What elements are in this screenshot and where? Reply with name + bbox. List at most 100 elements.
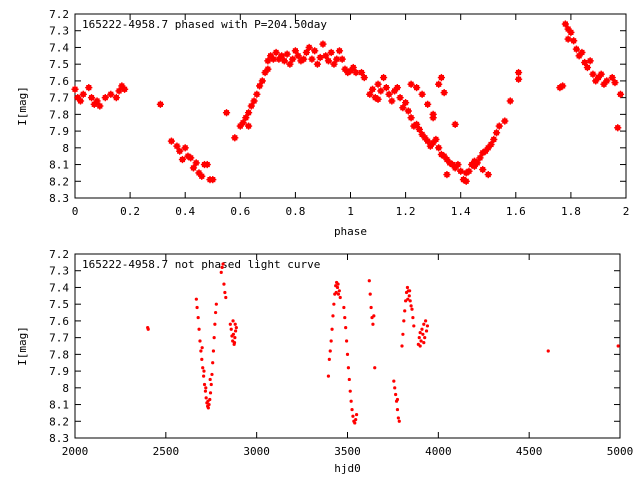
- data-point: [371, 322, 375, 326]
- x-tick-label: 0.4: [175, 205, 195, 218]
- data-point: [192, 159, 200, 167]
- data-point: [229, 327, 233, 331]
- phased-light-curve-panel: 0 0.2 0.4 0.6 0.8 1 1.2 1.4 1.6 1.8 2 7.2 7.3 7.4 7.5 7…: [16, 8, 629, 238]
- data-point: [462, 169, 470, 177]
- data-point: [368, 292, 372, 296]
- data-point: [397, 419, 401, 423]
- y-tick-label: 7.6: [49, 75, 69, 88]
- data-point: [343, 315, 347, 320]
- data-point: [490, 135, 498, 144]
- data-point: [407, 114, 415, 122]
- x-tick-label: 1.2: [396, 205, 416, 218]
- data-point: [214, 302, 218, 306]
- data-point: [96, 102, 104, 110]
- data-point: [368, 85, 377, 93]
- data-point: [399, 104, 407, 112]
- data-point: [367, 279, 371, 283]
- data-point: [392, 379, 396, 383]
- plot-title: 165222-4958.7 phased with P=204.50day: [82, 18, 327, 31]
- data-point: [195, 305, 199, 310]
- unphased-light-curve-panel: 2000 2500 3000 3500 4000 4500 5000 7.2 7.3 7.4 7.5…: [16, 248, 633, 475]
- data-point: [327, 48, 335, 57]
- data-point: [120, 85, 129, 93]
- data-point: [210, 372, 214, 377]
- data-point: [214, 310, 218, 315]
- data-point: [608, 73, 616, 82]
- y-tick-label: 7.9: [49, 365, 69, 378]
- data-point: [342, 305, 346, 310]
- data-point: [278, 52, 286, 60]
- data-point: [211, 349, 216, 353]
- data-point: [424, 137, 432, 145]
- data-point: [302, 48, 311, 57]
- data-point: [101, 94, 109, 102]
- data-point: [300, 55, 308, 63]
- data-point: [233, 322, 237, 326]
- data-point: [417, 336, 421, 340]
- data-point: [242, 114, 250, 122]
- data-point: [419, 339, 423, 343]
- data-point: [289, 55, 297, 63]
- data-point: [76, 97, 85, 105]
- data-point: [206, 399, 210, 403]
- data-point: [409, 304, 413, 308]
- data-point: [578, 48, 586, 57]
- data-point: [400, 344, 404, 348]
- data-point: [373, 366, 377, 370]
- data-point: [357, 68, 366, 77]
- data-point: [308, 55, 316, 63]
- data-point: [374, 80, 382, 88]
- data-point: [586, 57, 594, 65]
- x-axis-title: phase: [334, 225, 367, 238]
- data-point: [335, 285, 340, 290]
- data-point: [199, 349, 203, 353]
- data-point: [616, 90, 625, 98]
- data-point: [313, 60, 322, 68]
- data-point: [250, 97, 258, 105]
- data-point: [423, 336, 427, 340]
- data-point: [207, 402, 211, 407]
- data-point: [616, 344, 620, 348]
- data-point: [454, 160, 462, 169]
- data-point: [388, 97, 396, 105]
- data-point: [220, 265, 224, 269]
- y-tick-label: 8.2: [49, 175, 69, 188]
- data-point: [247, 102, 255, 110]
- data-point: [487, 140, 495, 149]
- data-point: [338, 295, 342, 300]
- data-point: [404, 299, 408, 303]
- data-point: [330, 327, 334, 331]
- x-tick-label: 0: [72, 205, 79, 218]
- data-point: [331, 314, 335, 318]
- data-point: [244, 122, 253, 130]
- data-point: [420, 327, 424, 331]
- data-point: [401, 332, 405, 336]
- data-point: [429, 110, 437, 118]
- data-point: [176, 147, 184, 155]
- x-tick-label: 2500: [153, 445, 180, 458]
- data-point: [203, 160, 211, 169]
- data-point: [338, 55, 346, 63]
- data-point: [421, 332, 425, 336]
- data-point: [233, 336, 237, 340]
- data-point: [492, 129, 501, 137]
- data-point: [204, 396, 208, 400]
- data-point: [374, 95, 382, 103]
- y-tick-label: 7.5: [49, 58, 69, 71]
- data-point: [156, 100, 165, 108]
- data-point: [327, 357, 331, 361]
- data-point: [337, 289, 341, 293]
- data-point: [432, 135, 440, 144]
- x-tick-label: 1.4: [451, 205, 471, 218]
- data-point: [194, 297, 198, 301]
- data-point: [316, 53, 324, 62]
- x-tick-label: 1.6: [506, 205, 526, 218]
- plot-frame: [74, 13, 627, 199]
- data-point: [382, 84, 390, 92]
- data-point: [484, 170, 492, 179]
- data-point: [395, 397, 400, 402]
- data-point: [173, 142, 181, 150]
- y-tick-label: 8.1: [49, 159, 69, 172]
- data-point: [204, 386, 208, 390]
- data-point: [335, 47, 344, 55]
